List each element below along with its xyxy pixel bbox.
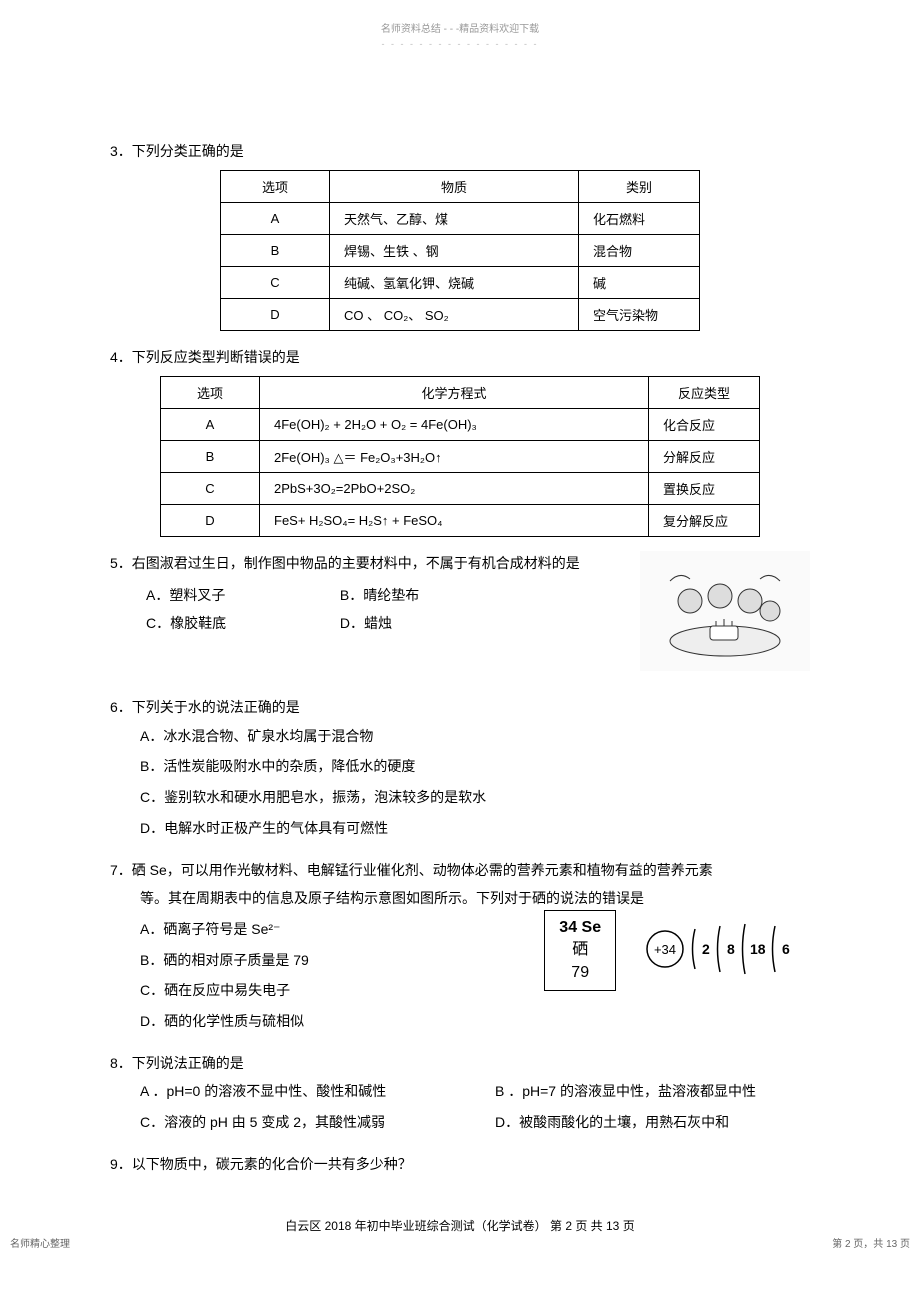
q6-a: A．冰水混合物、矿泉水均属于混合物 [140, 721, 810, 752]
q8-c: C．溶液的 pH 由 5 变成 2，其酸性减弱 [140, 1107, 455, 1138]
q6-d: D．电解水时正极产生的气体具有可燃性 [140, 813, 810, 844]
q7-d: D．硒的化学性质与硫相似 [140, 1006, 810, 1037]
q6-c: C．鉴别软水和硬水用肥皂水，振荡，泡沫较多的是软水 [140, 782, 810, 813]
q4-th-2: 反应类型 [649, 377, 760, 409]
q4-r1c0: B [161, 441, 260, 473]
q4-th-1: 化学方程式 [260, 377, 649, 409]
q3-r0c1: 天然气、乙醇、煤 [330, 203, 579, 235]
svg-text:8: 8 [727, 941, 735, 957]
q5-a: A．塑料叉子 [146, 581, 336, 609]
svg-text:2: 2 [702, 941, 710, 957]
q3-r1c0: B [221, 235, 330, 267]
header-hint: 名师资料总结 - - -精品资料欢迎下载 [110, 20, 810, 35]
q4-th-0: 选项 [161, 377, 260, 409]
q3-stem: 3．下列分类正确的是 [110, 139, 810, 164]
page-footer: 白云区 2018 年初中毕业班综合测试（化学试卷） 第 2 页 共 13 页 [110, 1217, 810, 1234]
q6-stem: 6．下列关于水的说法正确的是 [110, 695, 810, 720]
svg-text:18: 18 [750, 941, 766, 957]
q9-stem: 9．以下物质中，碳元素的化合价一共有多少种？ [110, 1152, 810, 1177]
q3-r1c2: 混合物 [579, 235, 700, 267]
q3-r3c1: CO 、 CO₂、 SO₂ [330, 299, 579, 331]
q8-stem: 8．下列说法正确的是 [110, 1051, 810, 1076]
q3-r2c1: 纯碱、氢氧化钾、烧碱 [330, 267, 579, 299]
q4-r3c1: FeS+ H₂SO₄= H₂S↑ + FeSO₄ [260, 505, 649, 537]
q5-b: B．晴纶垫布 [340, 581, 530, 609]
q4-r2c1: 2PbS+3O₂=2PbO+2SO₂ [260, 473, 649, 505]
q7-element-box: 34 Se 硒 79 [544, 910, 616, 991]
q4-r1c1: 2Fe(OH)₃ △＝ Fe₂O₃+3H₂O↑ [260, 441, 649, 473]
q4-r2c0: C [161, 473, 260, 505]
q8-a: A ．pH=0 的溶液不显中性、酸性和碱性 [140, 1076, 455, 1107]
q4-table: 选项 化学方程式 反应类型 A 4Fe(OH)₂ + 2H₂O + O₂ = 4… [160, 376, 760, 537]
svg-text:+34: +34 [654, 942, 676, 957]
q7-box-mid: 硒 [559, 939, 601, 961]
q3-r2c0: C [221, 267, 330, 299]
q4-r2c2: 置换反应 [649, 473, 760, 505]
q8-d: D．被酸雨酸化的土壤，用熟石灰中和 [495, 1107, 810, 1138]
header-dots: - - - - - - - - - - - - - - - - - [110, 39, 810, 49]
q4-r0c1: 4Fe(OH)₂ + 2H₂O + O₂ = 4Fe(OH)₃ [260, 409, 649, 441]
q4-r3c2: 复分解反应 [649, 505, 760, 537]
corner-left: 名师精心整理 [10, 1235, 70, 1250]
corner-right: 第 2 页，共 13 页 [832, 1235, 910, 1250]
q3-r0c0: A [221, 203, 330, 235]
q4-r3c0: D [161, 505, 260, 537]
q3-r3c0: D [221, 299, 330, 331]
q7-stem1: 7．硒 Se，可以用作光敏材料、电解锰行业催化剂、动物体必需的营养元素和植物有益… [110, 858, 810, 883]
q3-th-0: 选项 [221, 171, 330, 203]
q4-r0c2: 化合反应 [649, 409, 760, 441]
q8-b: B ．pH=7 的溶液显中性，盐溶液都显中性 [495, 1076, 810, 1107]
q3-table: 选项 物质 类别 A 天然气、乙醇、煤 化石燃料 B 焊锡、生铁 、钢 混合物 … [220, 170, 700, 331]
q3-th-2: 类别 [579, 171, 700, 203]
q5-image [640, 551, 810, 671]
q3-r1c1: 焊锡、生铁 、钢 [330, 235, 579, 267]
q7-figure: 34 Se 硒 79 +34 2 8 18 6 [544, 910, 810, 991]
q4-r1c2: 分解反应 [649, 441, 760, 473]
q6-b: B．活性炭能吸附水中的杂质，降低水的硬度 [140, 751, 810, 782]
q5-c: C．橡胶鞋底 [146, 609, 336, 637]
svg-text:6: 6 [782, 941, 790, 957]
q4-r0c0: A [161, 409, 260, 441]
q7-box-top: 34 Se [559, 917, 601, 939]
q5-d: D．蜡烛 [340, 609, 530, 637]
q3-r2c2: 碱 [579, 267, 700, 299]
q4-stem: 4．下列反应类型判断错误的是 [110, 345, 810, 370]
q3-th-1: 物质 [330, 171, 579, 203]
q7-box-bot: 79 [559, 962, 601, 984]
q7-atom-diagram: +34 2 8 18 6 [640, 914, 810, 987]
q3-r0c2: 化石燃料 [579, 203, 700, 235]
q3-r3c2: 空气污染物 [579, 299, 700, 331]
